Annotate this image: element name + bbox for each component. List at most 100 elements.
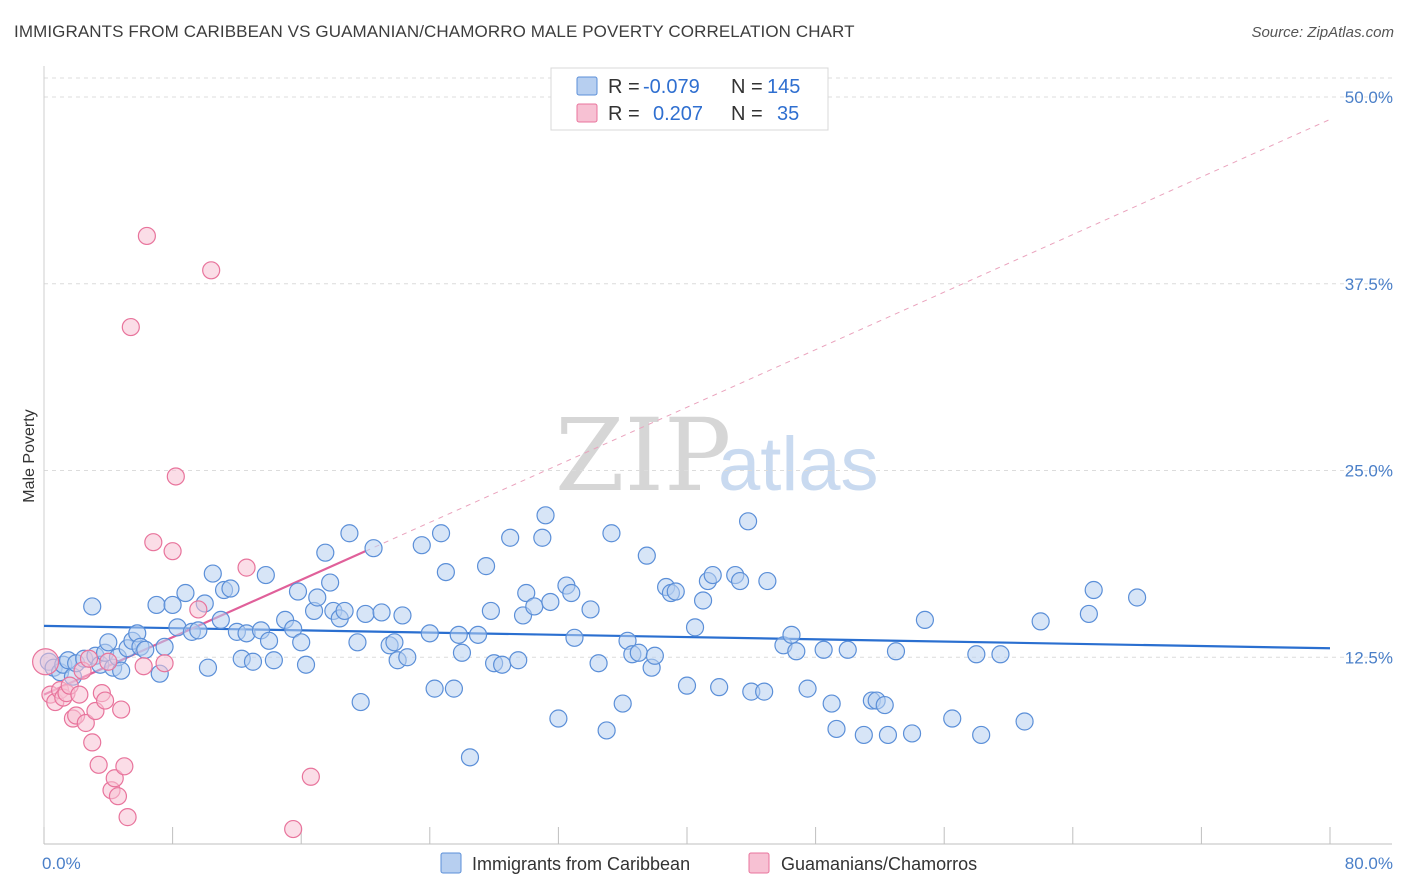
data-point-guamanian: [76, 713, 95, 733]
data-point-caribbean: [308, 588, 327, 607]
data-point-caribbean: [509, 651, 528, 670]
legend-r-value-2: 0.207: [653, 103, 703, 125]
data-point-caribbean: [501, 528, 520, 547]
data-point-guamanian: [79, 649, 99, 668]
bottom-legend-swatch-blue: [440, 852, 462, 874]
data-point-guamanian: [89, 755, 108, 774]
data-point-caribbean: [321, 573, 340, 592]
data-point-caribbean: [211, 610, 230, 630]
data-point-caribbean: [1127, 588, 1147, 607]
legend-r-value-1: -0.079: [643, 76, 700, 98]
data-point-guamanian: [189, 600, 208, 619]
data-point-caribbean: [755, 682, 774, 701]
data-point-guamanian: [163, 542, 182, 561]
data-point-caribbean: [243, 652, 263, 671]
data-point-guamanian: [121, 317, 140, 337]
data-point-caribbean: [259, 631, 279, 650]
source-credit: Source: ZipAtlas.com: [1251, 24, 1394, 41]
data-point-caribbean: [288, 582, 308, 601]
trend-line-guamanian-extension: [365, 118, 1331, 552]
series-legend: Immigrants from Caribbean Guamanians/Cha…: [440, 852, 977, 874]
data-point-caribbean: [176, 583, 195, 603]
data-point-caribbean: [536, 506, 555, 525]
data-point-caribbean: [420, 624, 439, 643]
data-point-guamanian: [144, 533, 163, 552]
bottom-legend-label-blue: Immigrants from Caribbean: [472, 854, 690, 874]
data-point-caribbean: [827, 719, 846, 739]
data-point-caribbean: [685, 618, 705, 637]
data-point-caribbean: [645, 646, 664, 665]
legend-swatch-pink: [576, 103, 598, 123]
data-point-guamanian: [99, 652, 118, 671]
data-point-caribbean: [602, 524, 621, 543]
axes: [43, 66, 1392, 845]
data-point-caribbean: [99, 633, 118, 652]
y-tick-label: 12.5%: [1345, 648, 1393, 667]
data-point-guamanian: [115, 757, 134, 776]
data-point-guamanian: [301, 767, 320, 786]
data-point-caribbean: [629, 643, 648, 662]
trend-lines: [43, 118, 1331, 696]
series-guamanian-points: [32, 226, 320, 839]
data-point-guamanian: [70, 685, 89, 704]
data-point-caribbean: [693, 591, 713, 610]
data-point-caribbean: [972, 725, 991, 745]
data-point-caribbean: [886, 642, 906, 661]
data-point-caribbean: [991, 645, 1010, 664]
data-point-caribbean: [943, 709, 962, 728]
data-point-caribbean: [613, 694, 632, 713]
legend-n-value-1: 145: [767, 76, 800, 98]
chart-title: IMMIGRANTS FROM CARIBBEAN VS GUAMANIAN/C…: [14, 22, 855, 41]
data-point-caribbean: [677, 676, 697, 695]
data-point-caribbean: [1015, 712, 1034, 731]
data-point-caribbean: [372, 603, 391, 622]
data-point-caribbean: [385, 633, 404, 652]
data-point-caribbean: [533, 528, 552, 547]
data-point-guamanian: [105, 769, 124, 788]
data-point-caribbean: [163, 595, 182, 615]
data-point-caribbean: [147, 595, 166, 615]
data-point-caribbean: [264, 651, 283, 670]
data-point-caribbean: [203, 564, 222, 583]
data-point-caribbean: [730, 571, 750, 591]
data-point-caribbean: [335, 601, 354, 621]
data-point-caribbean: [589, 654, 608, 673]
data-point-caribbean: [221, 579, 240, 598]
data-point-guamanian: [284, 819, 303, 839]
data-point-caribbean: [364, 539, 383, 558]
data-point-caribbean: [1031, 612, 1050, 631]
data-point-caribbean: [1079, 604, 1098, 624]
data-point-caribbean: [412, 536, 431, 555]
data-point-guamanian: [202, 261, 221, 280]
bottom-legend-label-pink: Guamanians/Chamorros: [781, 854, 977, 874]
watermark-zip: ZIP: [555, 397, 731, 514]
x-tick-label: 80.0%: [1345, 854, 1393, 873]
data-point-caribbean: [666, 582, 685, 601]
data-point-caribbean: [256, 565, 275, 585]
data-point-caribbean: [902, 724, 922, 743]
bottom-legend-swatch-pink: [748, 852, 770, 874]
data-point-caribbean: [348, 633, 367, 652]
data-point-caribbean: [854, 725, 873, 745]
data-point-caribbean: [292, 633, 311, 652]
data-point-caribbean: [822, 694, 841, 713]
data-point-caribbean: [189, 621, 208, 640]
data-point-caribbean: [710, 678, 729, 697]
data-point-caribbean: [782, 625, 801, 644]
series-caribbean-points: [39, 506, 1147, 767]
data-point-guamanian: [118, 808, 137, 827]
x-tick-label: 0.0%: [42, 854, 81, 873]
data-point-caribbean: [493, 655, 512, 674]
data-point-caribbean: [878, 725, 898, 745]
data-point-guamanian: [137, 226, 156, 246]
data-point-caribbean: [541, 592, 560, 612]
data-point-caribbean: [787, 642, 806, 661]
data-point-caribbean: [915, 610, 935, 630]
data-point-guamanian: [237, 558, 256, 577]
data-point-caribbean: [738, 512, 758, 531]
data-point-guamanian: [166, 467, 185, 486]
data-point-guamanian: [32, 648, 60, 676]
data-point-caribbean: [476, 557, 496, 576]
data-point-caribbean: [460, 748, 480, 767]
data-point-caribbean: [83, 597, 102, 616]
